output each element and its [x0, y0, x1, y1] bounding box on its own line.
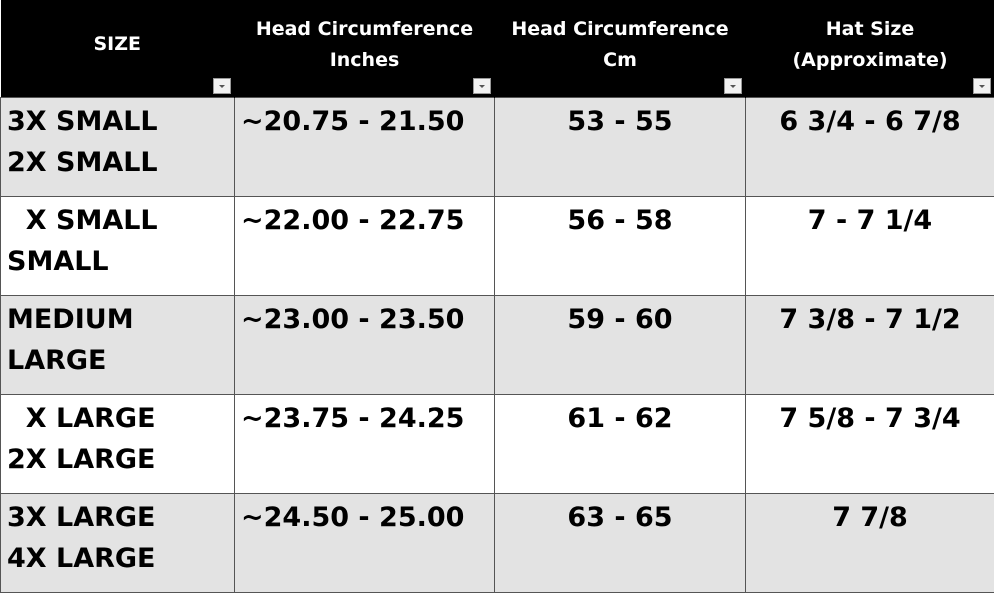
cell-cm[interactable]: 53 - 55 — [495, 98, 746, 197]
size-label: 2X SMALL — [7, 142, 234, 183]
cell-cm[interactable]: 63 - 65 — [495, 494, 746, 593]
size-label: MEDIUM — [7, 299, 234, 340]
header-label: Head Circumference — [495, 14, 745, 45]
cell-inches[interactable]: ~20.75 - 21.50 — [235, 98, 495, 197]
header-label: Hat Size — [746, 14, 994, 45]
header-label: SIZE — [1, 29, 235, 68]
dropdown-filter-icon[interactable] — [213, 78, 231, 94]
cell-inches[interactable]: ~23.00 - 23.50 — [235, 296, 495, 395]
cell-inches[interactable]: ~22.00 - 22.75 — [235, 197, 495, 296]
cell-hat-size[interactable]: 7 3/8 - 7 1/2 — [746, 296, 994, 395]
size-label: 2X LARGE — [7, 439, 234, 480]
cell-cm[interactable]: 59 - 60 — [495, 296, 746, 395]
dropdown-filter-icon[interactable] — [473, 78, 491, 94]
header-label: (Approximate) — [746, 45, 994, 76]
size-label: LARGE — [7, 340, 234, 381]
size-label: X SMALL — [7, 200, 234, 241]
header-hat-size: Hat Size(Approximate) — [746, 0, 994, 98]
size-label: 4X LARGE — [7, 538, 234, 579]
header-label: Cm — [495, 45, 745, 76]
cell-hat-size[interactable]: 7 - 7 1/4 — [746, 197, 994, 296]
header-size: SIZE — [1, 0, 235, 98]
cell-inches[interactable]: ~24.50 - 25.00 — [235, 494, 495, 593]
cell-cm[interactable]: 56 - 58 — [495, 197, 746, 296]
size-label: 3X SMALL — [7, 101, 234, 142]
size-label: SMALL — [7, 241, 234, 282]
cell-cm[interactable]: 61 - 62 — [495, 395, 746, 494]
header-label: Inches — [235, 45, 494, 76]
size-label: X LARGE — [7, 398, 234, 439]
header-label: Head Circumference — [235, 14, 494, 45]
cell-inches[interactable]: ~23.75 - 24.25 — [235, 395, 495, 494]
dropdown-filter-icon[interactable] — [724, 78, 742, 94]
cell-hat-size[interactable]: 6 3/4 - 6 7/8 — [746, 98, 994, 197]
size-label: 3X LARGE — [7, 497, 234, 538]
cell-hat-size[interactable]: 7 5/8 - 7 3/4 — [746, 395, 994, 494]
dropdown-filter-icon[interactable] — [973, 78, 991, 94]
cell-hat-size[interactable]: 7 7/8 — [746, 494, 994, 593]
